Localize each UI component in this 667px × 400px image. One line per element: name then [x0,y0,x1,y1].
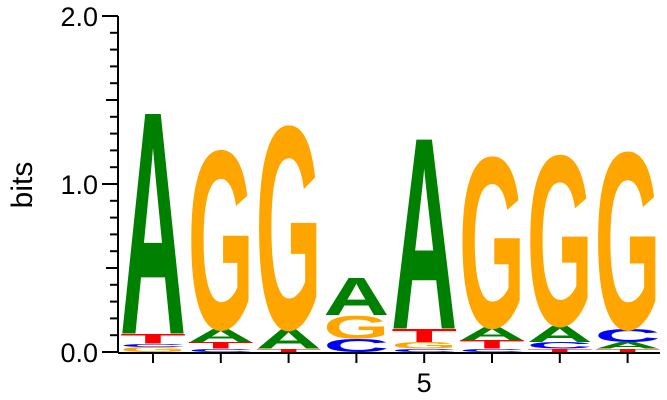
logo-letter-C: C [595,325,661,346]
x-tick-label: 5 [417,368,432,398]
logo-letter-C: C [527,340,593,351]
logo-letter-G: G [595,101,661,384]
logo-letter-T: T [391,325,457,346]
logo-letter-T: T [595,348,661,353]
logo-letter-G: G [459,106,525,379]
logo-letter-T: T [256,348,322,353]
logo-letter-T: T [188,340,254,350]
logo-letter-G: G [188,99,254,384]
logo-letter-A: A [527,321,593,347]
logo-letter-A: A [120,45,186,400]
logo-letter-C: C [391,348,457,353]
logo-letter-T: T [459,338,525,351]
logo-letter-A: A [188,325,254,346]
logo-letter-T: T [527,348,593,353]
logo-letter-G: G [527,105,593,378]
axis-layer: 0.0 1.0 2.0 5 [60,2,660,398]
logo-letter-T: T [120,331,186,347]
y-tick-label: 0.0 [60,338,98,368]
logo-letter-C: C [459,348,525,353]
y-axis-title: bits [6,162,39,209]
logo-letter-G: G [120,346,186,354]
logo-letter-C: C [188,348,254,353]
logo-letter-A: A [323,266,389,326]
y-tick-label: 1.0 [60,170,98,200]
logo-letter-C: C [323,335,389,356]
logo-letter-A: A [391,82,457,388]
logo-letter-C: C [120,343,186,348]
logo-letter-A: A [595,340,661,351]
logo-letter-A: A [256,324,322,355]
logo-letter-G: G [256,66,322,390]
y-tick-label: 2.0 [60,2,98,32]
logo-letter-G: G [391,340,457,351]
logo-letter-G: G [323,309,389,346]
logo-letter-A: A [459,323,525,344]
